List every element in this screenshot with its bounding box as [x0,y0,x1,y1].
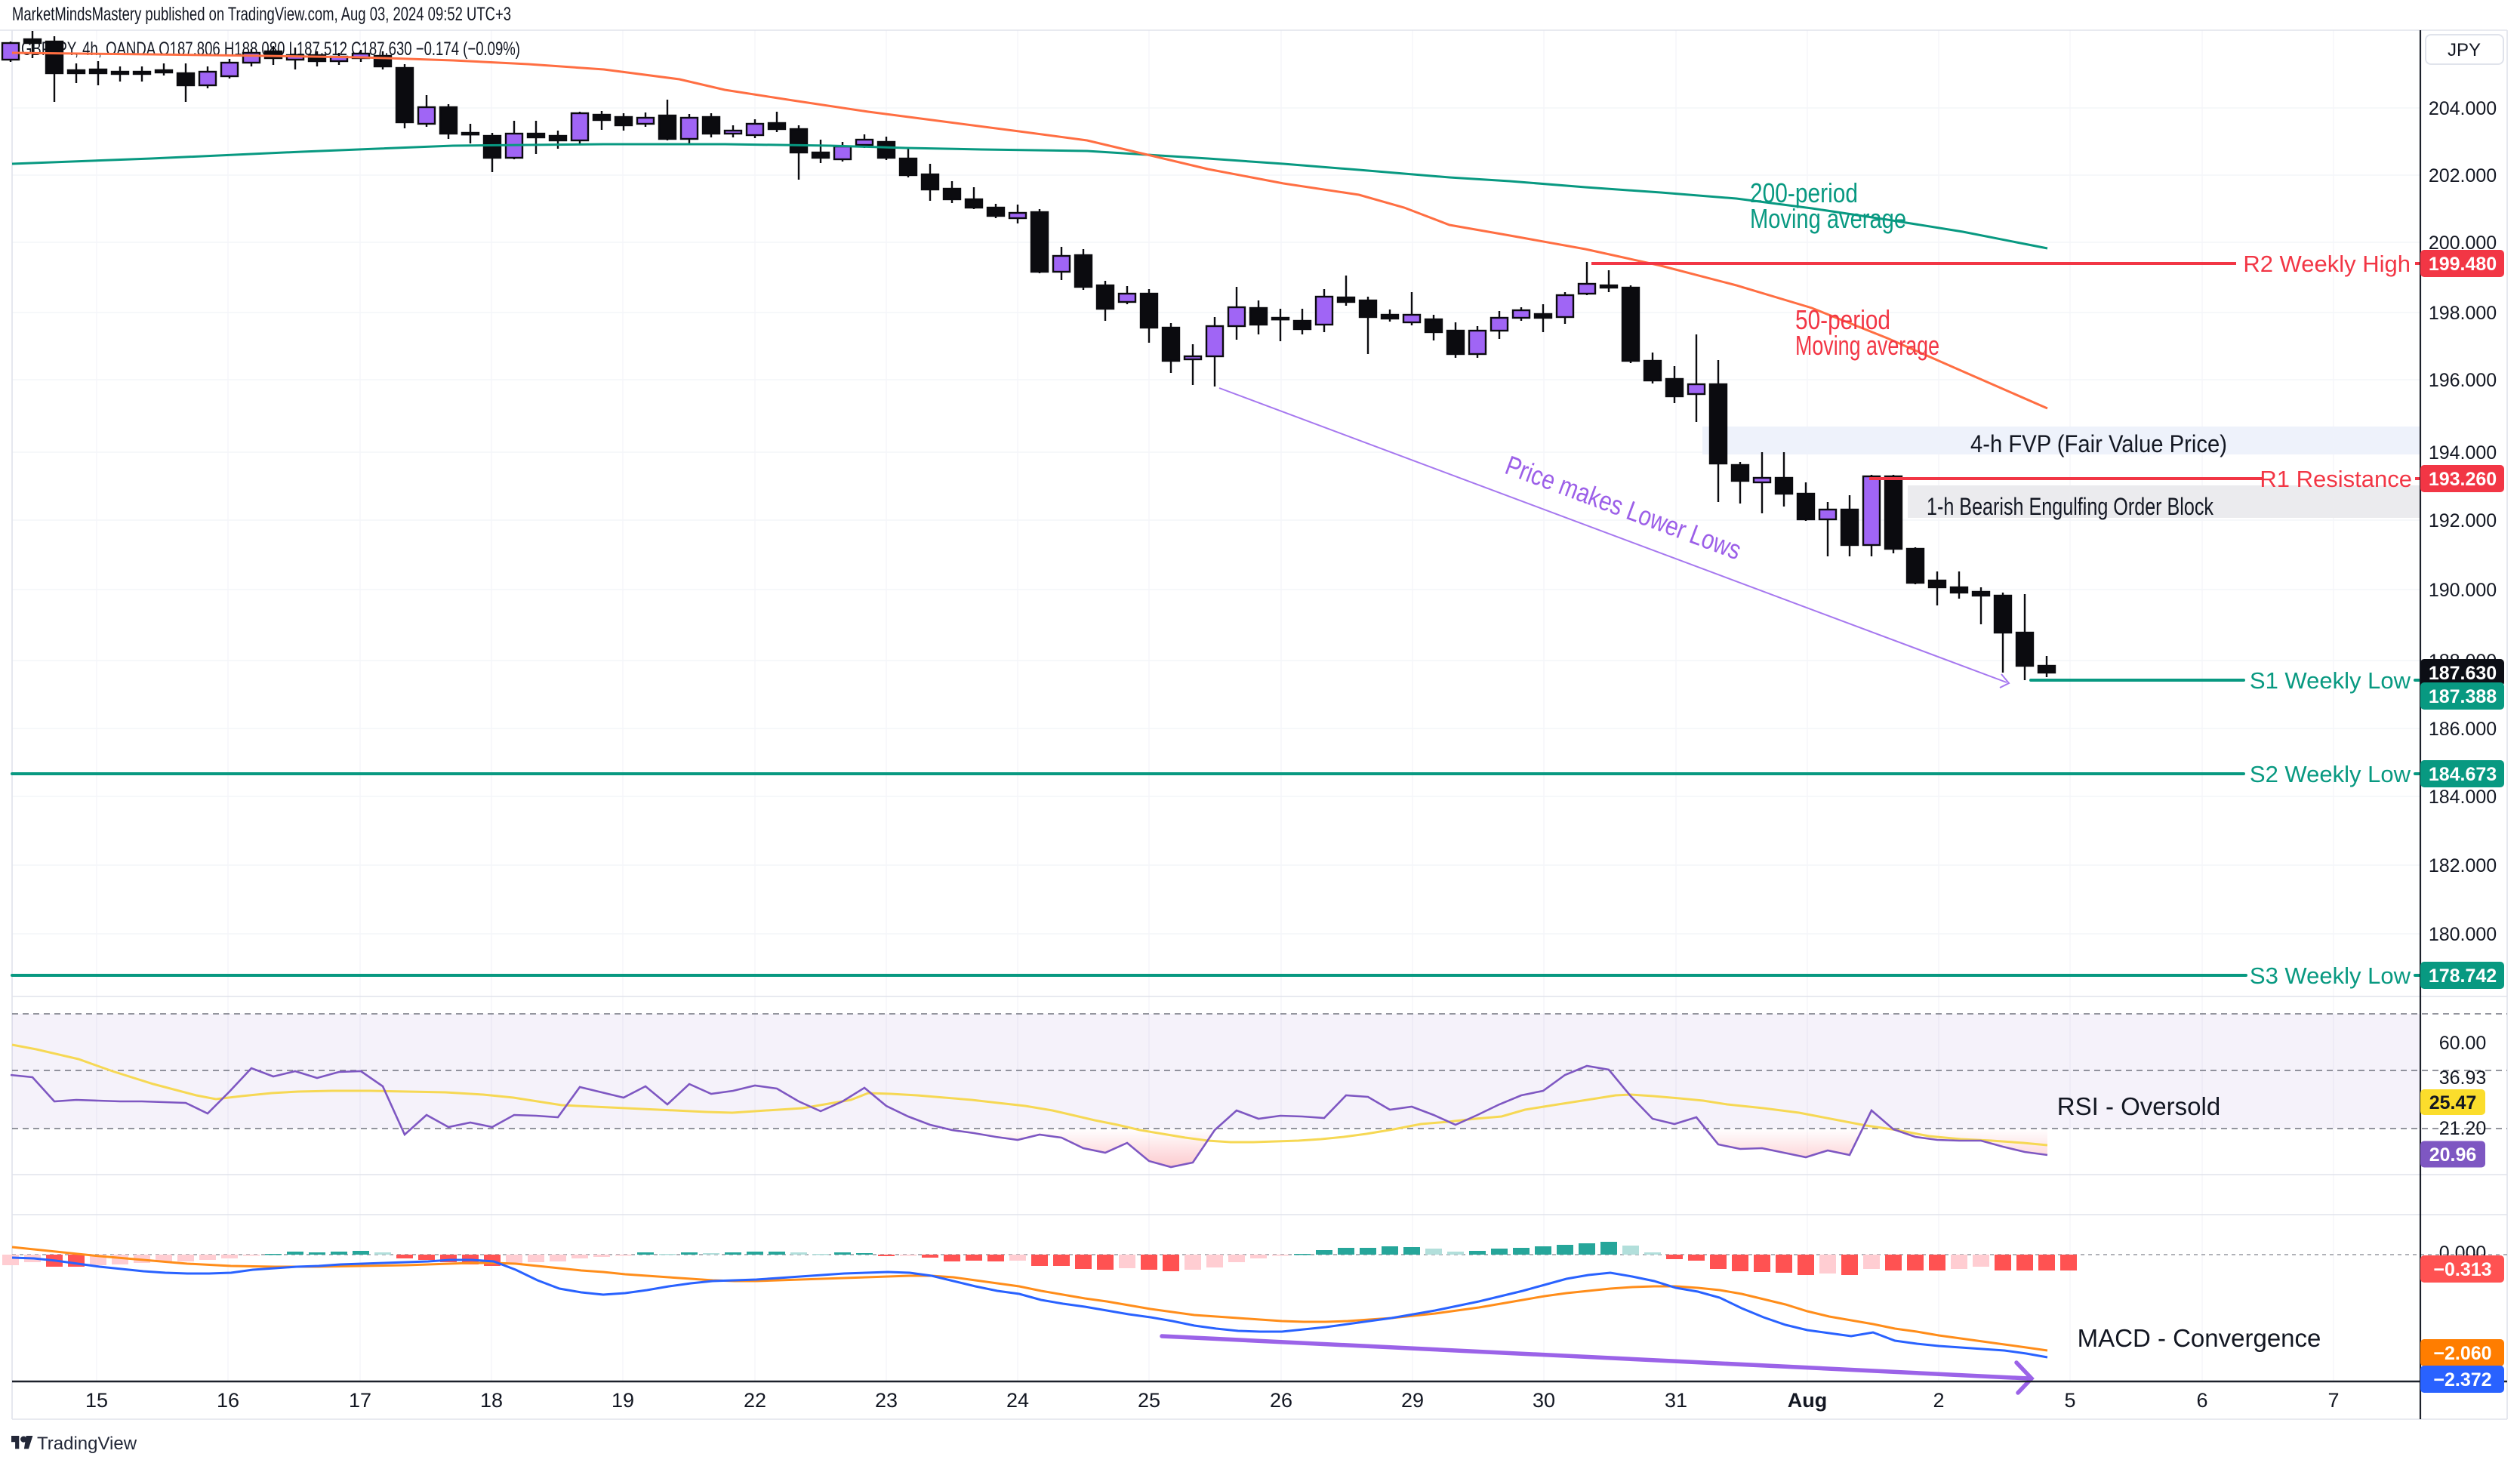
svg-text:MarketMindsMastery published o: MarketMindsMastery published on TradingV… [12,4,511,25]
svg-text:1-h Bearish Engulfing Order Bl: 1-h Bearish Engulfing Order Block [1927,493,2214,520]
svg-text:200-period: 200-period [1750,177,1858,208]
svg-text:199.480: 199.480 [2429,254,2497,275]
svg-text:24: 24 [1006,1389,1029,1412]
svg-text:25: 25 [1138,1389,1160,1412]
svg-text:−2.372: −2.372 [2433,1369,2491,1391]
svg-text:20.96: 20.96 [2429,1144,2477,1166]
svg-text:22: 22 [744,1389,766,1412]
svg-text:180.000: 180.000 [2429,924,2497,945]
svg-text:26: 26 [1270,1389,1292,1412]
svg-text:30: 30 [1533,1389,1555,1412]
svg-text:25.47: 25.47 [2429,1092,2477,1113]
svg-text:R1 Resistance: R1 Resistance [2260,466,2412,492]
svg-text:2: 2 [1933,1389,1944,1412]
svg-text:R2 Weekly High: R2 Weekly High [2243,251,2411,277]
svg-text:Moving average: Moving average [1750,203,1906,234]
svg-text:186.000: 186.000 [2429,719,2497,740]
svg-text:198.000: 198.000 [2429,303,2497,324]
svg-text:194.000: 194.000 [2429,442,2497,464]
svg-text:182.000: 182.000 [2429,855,2497,876]
svg-text:−2.060: −2.060 [2433,1343,2491,1364]
svg-text:204.000: 204.000 [2429,98,2497,119]
svg-text:184.673: 184.673 [2429,764,2497,785]
svg-text:192.000: 192.000 [2429,510,2497,531]
svg-text:Aug: Aug [1788,1389,1827,1412]
svg-text:29: 29 [1401,1389,1424,1412]
svg-text:Moving average: Moving average [1795,330,1939,361]
svg-text:196.000: 196.000 [2429,370,2497,391]
svg-text:−0.313: −0.313 [2433,1259,2491,1280]
svg-text:RSI - Oversold: RSI - Oversold [2057,1092,2220,1120]
svg-text:178.742: 178.742 [2429,966,2497,987]
svg-text:23: 23 [875,1389,898,1412]
svg-text:21.20: 21.20 [2439,1118,2487,1139]
svg-text:JPY: JPY [2448,40,2481,60]
svg-text:MACD - Convergence: MACD - Convergence [2078,1324,2321,1352]
svg-text:15: 15 [85,1389,108,1412]
svg-text:6: 6 [2196,1389,2207,1412]
svg-text:17: 17 [349,1389,371,1412]
svg-text:5: 5 [2064,1389,2075,1412]
svg-text:60.00: 60.00 [2439,1033,2487,1054]
svg-text:7: 7 [2327,1389,2339,1412]
svg-text:16: 16 [217,1389,239,1412]
svg-text:190.000: 190.000 [2429,580,2497,601]
svg-text:S3 Weekly Low: S3 Weekly Low [2250,962,2411,989]
svg-text:31: 31 [1665,1389,1687,1412]
svg-text:18: 18 [480,1389,503,1412]
svg-text:TradingView: TradingView [37,1434,137,1454]
svg-text:202.000: 202.000 [2429,165,2497,186]
svg-text:36.93: 36.93 [2439,1067,2487,1089]
svg-text:50-period: 50-period [1795,304,1890,335]
svg-text:19: 19 [612,1389,634,1412]
svg-text:193.260: 193.260 [2429,469,2497,490]
svg-text:187.630: 187.630 [2429,663,2497,684]
svg-text:184.000: 184.000 [2429,787,2497,808]
svg-text:4-h FVP (Fair Value Price): 4-h FVP (Fair Value Price) [1970,430,2227,457]
svg-text:S2 Weekly Low: S2 Weekly Low [2250,761,2411,787]
svg-text:S1 Weekly Low: S1 Weekly Low [2250,667,2411,694]
svg-text:187.388: 187.388 [2429,686,2497,707]
